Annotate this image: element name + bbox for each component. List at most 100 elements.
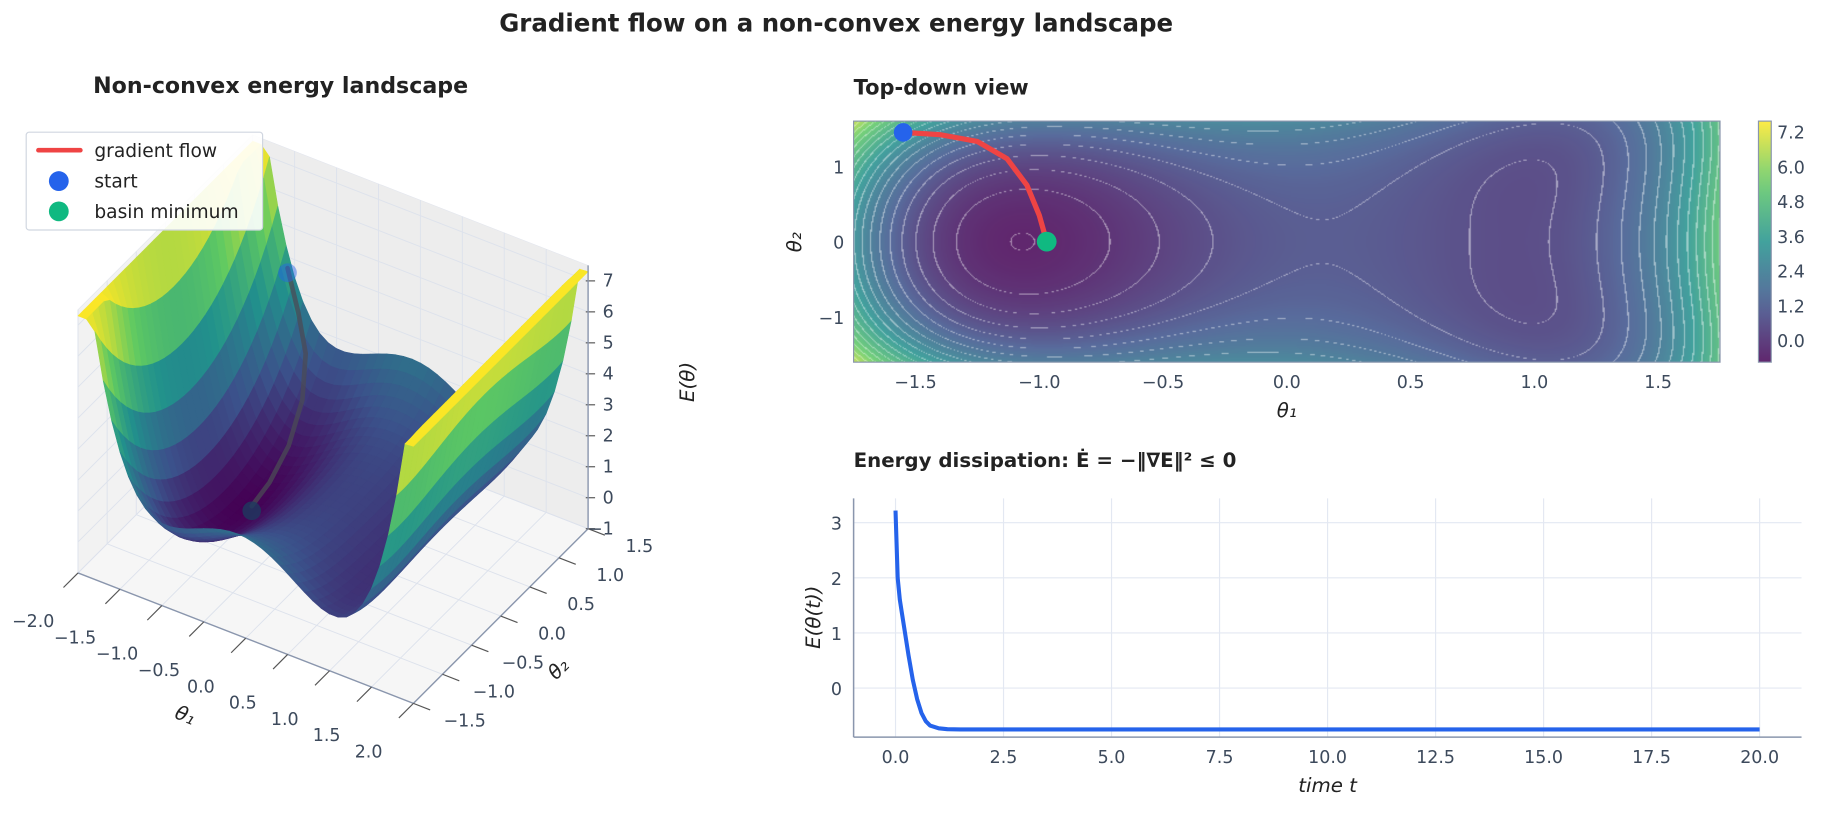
z-tick-label: 5: [603, 334, 614, 354]
theta2-tick: [529, 586, 547, 594]
colorbar-tick-label: 1.2: [1777, 297, 1805, 317]
theta2-tick-label: −1.5: [443, 712, 485, 732]
contour-x-axis-label: θ₁: [1277, 399, 1297, 422]
energy-line: [893, 510, 1760, 732]
legend-line-icon: [34, 139, 85, 162]
z-tick-label: 6: [603, 303, 614, 323]
energy-y-tick-label: 2: [831, 570, 842, 590]
energy-y-tick-label: 3: [831, 515, 842, 535]
z-tick-label: −1: [588, 520, 614, 540]
theta2-tick-label: 1.5: [625, 537, 653, 557]
surface-flow-path: [249, 265, 309, 509]
energy-x-axis-label: time t: [1298, 774, 1358, 797]
theta2-tick: [413, 702, 431, 711]
z-axis-label: E(θ): [676, 362, 699, 402]
theta1-tick: [398, 702, 414, 719]
figure-title: Gradient flow on a non-convex energy lan…: [499, 9, 1174, 38]
legend-item-gradient-flow: gradient flow: [27, 135, 217, 165]
energy-x-tick-label: 12.5: [1416, 748, 1455, 768]
theta1-tick: [188, 621, 205, 637]
energy-y-axis-label: E(θ(t)): [802, 586, 825, 649]
z-tick-label: 7: [603, 272, 614, 292]
theta2-tick-label: −1.0: [473, 683, 515, 703]
contour-frame: [853, 120, 1721, 363]
theta1-tick-label: 2.0: [355, 743, 383, 763]
legend-item-basin-minimum: basin minimum: [27, 196, 239, 226]
contour-start-marker: [893, 123, 913, 142]
energy-x-tick-label: 10.0: [1308, 748, 1347, 768]
contour-x-tick-label: −1.0: [1018, 373, 1060, 393]
energy-x-tick-label: 17.5: [1632, 748, 1671, 768]
contour-x-tick-label: 0.5: [1397, 373, 1425, 393]
theta1-tick-label: −0.5: [138, 661, 180, 681]
theta2-tick: [442, 673, 460, 682]
contour-flow-path: [900, 129, 1050, 245]
colorbar-tick-label: 2.4: [1777, 263, 1805, 283]
contour-x-tick-label: 1.0: [1520, 373, 1548, 393]
contour-heatmap: [853, 121, 1721, 363]
energy-x-tick-label: 20.0: [1740, 748, 1779, 768]
theta1-tick-label: −1.0: [96, 645, 138, 665]
z-tick-label: 1: [603, 458, 614, 478]
surface-plot: −2.0−1.5−1.0−0.50.00.51.01.52.0−1.5−1.0−…: [12, 134, 699, 763]
theta1-tick-label: 0.0: [187, 677, 215, 697]
surface-facet: [404, 437, 420, 447]
theta1-tick: [146, 605, 163, 621]
contour-y-tick-label: −1: [819, 309, 845, 329]
theta2-tick: [558, 557, 576, 565]
theta1-tick-label: −2.0: [12, 612, 54, 632]
theta2-tick-label: 0.5: [567, 595, 595, 615]
theta2-tick-label: 1.0: [596, 566, 624, 586]
z-tick-label: 2: [603, 427, 614, 447]
colorbar-tick-label: 7.2: [1777, 124, 1805, 144]
theta2-tick: [471, 644, 489, 653]
theta2-axis-label: θ₂: [543, 654, 573, 684]
z-tick-label: 3: [603, 396, 614, 416]
legend-dot-icon: [34, 169, 85, 192]
colorbar: [1757, 120, 1772, 363]
contour-y-axis-label: θ₂: [783, 232, 806, 252]
legend-label: gradient flow: [94, 139, 218, 162]
contour-x-tick-label: 1.5: [1644, 373, 1672, 393]
theta1-tick: [230, 637, 247, 654]
colorbar-tick-label: 3.6: [1777, 228, 1805, 248]
legend: gradient flow start basin minimum: [25, 131, 264, 231]
contour-x-tick-label: −0.5: [1142, 373, 1184, 393]
colorbar-tick-label: 6.0: [1777, 158, 1805, 178]
energy-y-tick-label: 0: [831, 680, 842, 700]
theta1-tick-label: 1.5: [313, 726, 341, 746]
colorbar-tick-label: 4.8: [1777, 193, 1805, 213]
energy-x-tick-label: 2.5: [990, 748, 1018, 768]
theta1-tick: [272, 654, 289, 670]
surface-title: Non-convex energy landscape: [93, 73, 469, 99]
theta2-tick-label: −0.5: [502, 653, 544, 673]
contour-minimum-marker: [1036, 231, 1057, 252]
contour-plot: −1.5 −1.0 −0.5 0.0 0.5 1.0 1.5 −1 0 1 θ₁ θ₂ 0.0 1.2 2.…: [783, 120, 1805, 422]
energy-x-tick-label: 15.0: [1524, 748, 1563, 768]
surface-minimum-marker: [242, 501, 262, 521]
energy-y-tick-label: 1: [831, 625, 842, 645]
legend-label: basin minimum: [94, 199, 239, 222]
contour-y-tick-label: 1: [833, 158, 844, 178]
colorbar-tick-label: 0.0: [1777, 332, 1805, 352]
theta1-tick-label: −1.5: [54, 628, 96, 648]
energy-x-tick-label: 0.0: [882, 748, 910, 768]
theta2-tick-label: 0.0: [538, 624, 566, 644]
legend-dot-icon: [34, 199, 85, 222]
theta1-tick-label: 1.0: [271, 710, 299, 730]
theta2-tick: [500, 615, 518, 624]
legend-item-start: start: [27, 165, 138, 195]
energy-x-tick-label: 5.0: [1098, 748, 1126, 768]
theta1-tick: [63, 572, 79, 588]
theta1-tick-label: 0.5: [229, 694, 257, 714]
theta1-axis-label: θ₁: [172, 701, 199, 730]
theta2-tick: [587, 528, 606, 536]
contour-title: Top-down view: [853, 75, 1029, 101]
theta1-tick: [104, 588, 121, 605]
legend-label: start: [94, 169, 138, 192]
contour-x-tick-label: −1.5: [894, 373, 936, 393]
theta1-tick: [356, 686, 372, 703]
theta1-tick: [314, 670, 330, 686]
